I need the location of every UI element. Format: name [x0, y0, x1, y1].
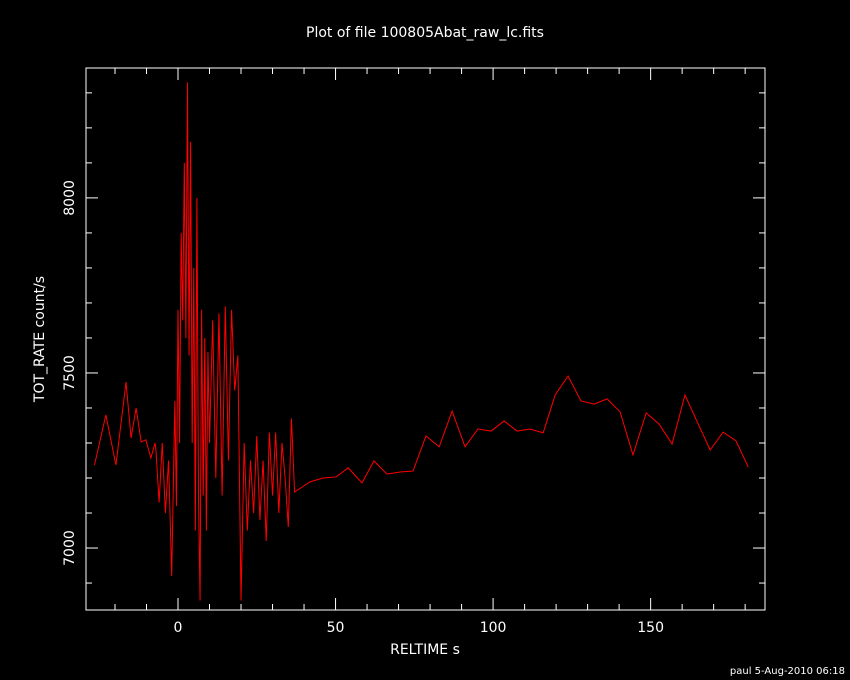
- chart-title: Plot of file 100805Abat_raw_lc.fits: [306, 25, 544, 41]
- x-tick-label: 150: [637, 620, 664, 636]
- y-tick-label: 8000: [62, 180, 78, 216]
- x-tick-label: 0: [174, 620, 183, 636]
- x-tick-label: 50: [327, 620, 345, 636]
- x-axis-label: RELTIME s: [390, 642, 460, 658]
- plot-frame: [85, 67, 766, 611]
- x-tick-label: 100: [480, 620, 507, 636]
- y-axis-label: TOT_RATE count/s: [32, 276, 48, 403]
- footer: paul 5-Aug-2010 06:18: [730, 666, 845, 677]
- y-tick-label: 7500: [62, 355, 78, 391]
- data-line: [94, 82, 749, 601]
- y-tick-label: 7000: [62, 530, 78, 566]
